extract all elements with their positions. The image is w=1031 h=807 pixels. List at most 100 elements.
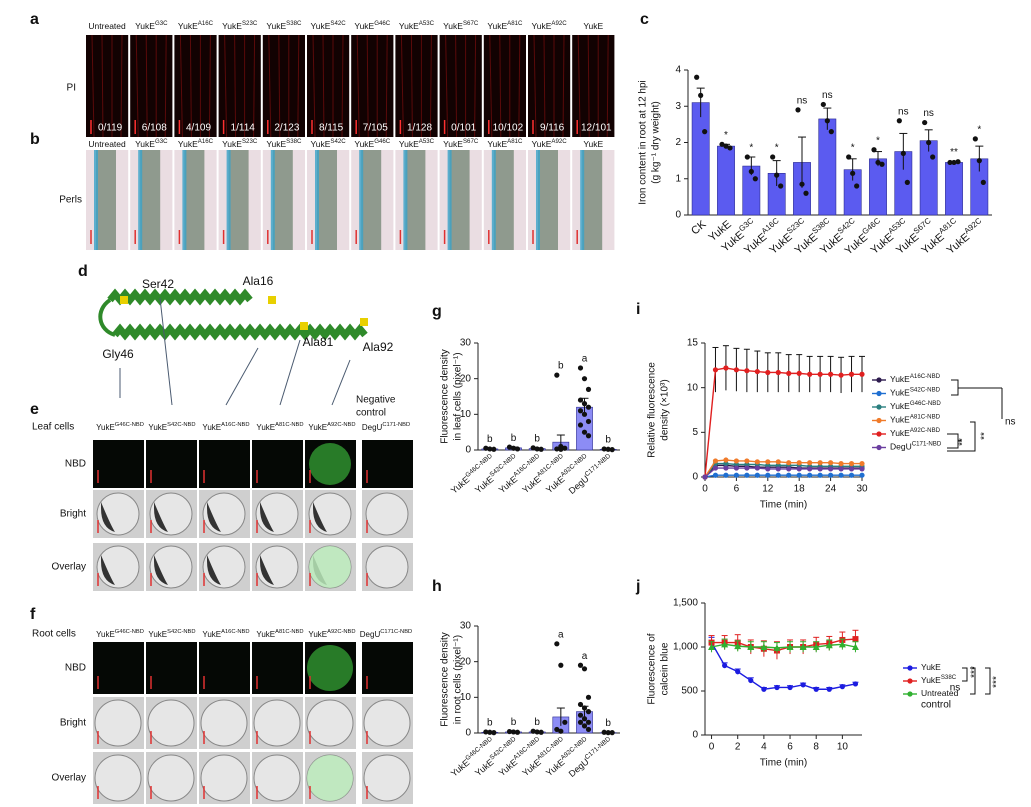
cell [94, 754, 142, 802]
y-axis-label: calcein blue [660, 642, 671, 695]
column-label: YukEA92C [532, 20, 568, 32]
panel-letter: i [636, 301, 640, 318]
x-tick-label: 4 [761, 742, 767, 753]
data-point [562, 445, 568, 451]
legend-entry: Untreated [921, 688, 959, 698]
marker [838, 466, 844, 472]
y-tick-label: 10 [460, 692, 472, 703]
marker [859, 461, 865, 467]
root-trace [234, 34, 237, 138]
panel-title: Root cells [32, 629, 76, 640]
root-trace [455, 34, 458, 138]
marker [775, 369, 781, 376]
ratio-label: 2/123 [274, 123, 299, 134]
data-point [577, 408, 584, 414]
panel-letter: a [30, 11, 39, 28]
y-tick-label: 3 [675, 101, 681, 112]
root-trace [91, 34, 95, 138]
column-label-sup: A16C-NBD [221, 629, 249, 635]
column-label-base: YukE [256, 630, 275, 639]
series-line [704, 467, 862, 478]
data-point [585, 694, 592, 700]
data-point [577, 701, 584, 708]
data-point [799, 181, 805, 187]
helix [107, 288, 253, 306]
marker [859, 472, 865, 478]
column-label: YukEA16C-NBD [202, 629, 249, 640]
data-point [871, 147, 877, 153]
data-point [558, 662, 564, 668]
marker [773, 644, 781, 651]
x-tick-label: 24 [825, 484, 837, 495]
column-label-base: YukE [256, 423, 275, 432]
row-label: Overlay [52, 773, 86, 784]
data-point [581, 666, 588, 672]
marker [775, 466, 781, 472]
marker [744, 458, 750, 464]
column-label-sup: A16C [198, 20, 214, 27]
perls-stain [491, 150, 496, 250]
y-tick-label: 1,500 [673, 598, 698, 609]
data-point [585, 709, 592, 715]
legend-entry: YukE [921, 662, 941, 672]
marker [852, 636, 859, 643]
nbd-signal [309, 443, 351, 485]
perls-stain [447, 150, 452, 250]
series-line [711, 643, 856, 649]
root-trace [562, 34, 565, 138]
data-point [483, 445, 489, 451]
marker [754, 459, 760, 465]
significance-label: b [534, 434, 540, 445]
column-label-base: YukE [399, 139, 419, 149]
marker [848, 461, 855, 467]
y-axis-label: in root cells (pixel⁻¹) [453, 635, 464, 724]
marker [838, 472, 844, 478]
cell [253, 754, 301, 802]
column-label-sup: S38C [286, 20, 302, 27]
data-point [820, 101, 826, 108]
root-trace [278, 34, 281, 138]
chloroplasts [260, 555, 274, 585]
legend-entry-base: YukE [890, 428, 910, 438]
ratio-label: 0/119 [98, 123, 123, 134]
root-trace [208, 34, 211, 138]
column-label-base: YukE [222, 21, 242, 31]
legend-entry-base: YukE [921, 662, 941, 672]
x-tick-label-sup: A16C [760, 216, 781, 236]
chloroplasts [207, 555, 221, 585]
marker [786, 643, 794, 650]
data-point [980, 179, 986, 185]
data-point [510, 729, 517, 735]
significance-label: b [487, 718, 493, 729]
column-label-base: YukE [202, 630, 221, 639]
significance-label: * [977, 125, 981, 136]
marker [721, 640, 729, 648]
marker [848, 371, 855, 377]
marker [733, 472, 740, 478]
column-label: YukES42C-NBD [148, 422, 195, 433]
row-label: Bright [60, 718, 86, 729]
column-label-sup: A81C-NBD [275, 629, 303, 635]
data-point [585, 719, 592, 725]
perls-stain [226, 150, 231, 250]
x-tick-label: 0 [709, 742, 715, 753]
marker [812, 643, 820, 650]
ratio-label: 8/115 [319, 123, 344, 134]
residue-label: Ala81 [303, 335, 334, 349]
marker [765, 369, 771, 376]
marker [712, 472, 719, 478]
data-point [585, 404, 592, 410]
data-point [581, 723, 588, 729]
chloroplasts [207, 502, 221, 532]
significance-label: a [558, 629, 564, 640]
data-point [514, 729, 521, 735]
y-tick-label: 30 [460, 338, 472, 349]
marker [775, 462, 781, 468]
y-tick-label: 10 [687, 382, 699, 393]
marker [723, 365, 729, 371]
column-label: YukEA53C [399, 20, 435, 32]
root-trace [120, 34, 123, 138]
marker [723, 457, 729, 463]
column-label-sup: G3C [155, 20, 168, 27]
